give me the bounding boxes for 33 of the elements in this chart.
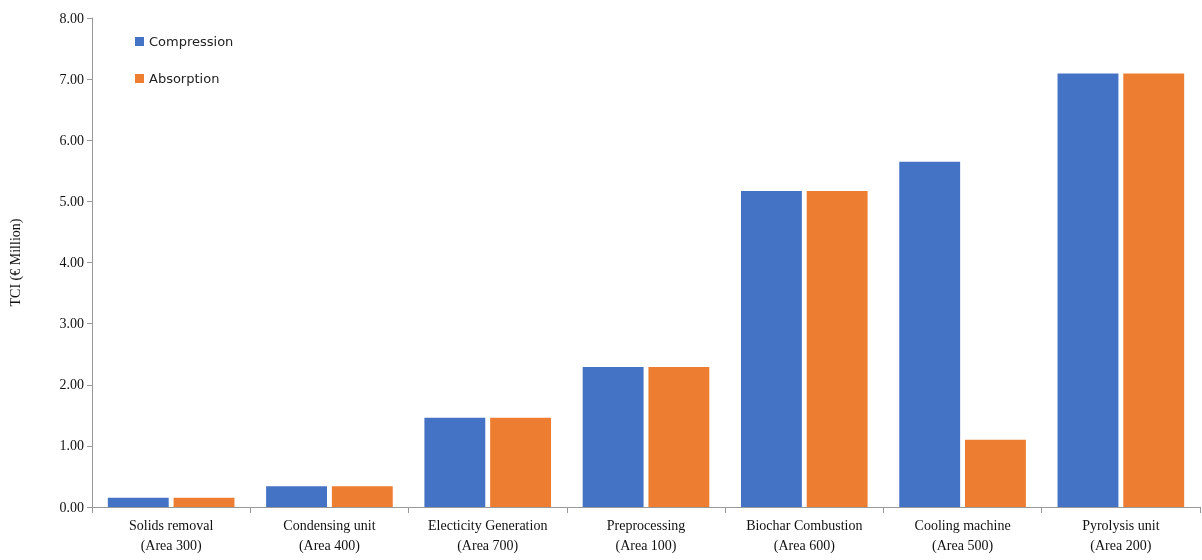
bar bbox=[648, 367, 710, 507]
y-tick-label: 0.00 bbox=[59, 499, 84, 515]
x-tick-label: Preprocessing (Area 100) bbox=[606, 517, 686, 554]
legend-label: Absorption bbox=[149, 71, 220, 86]
x-tick-label: Pyrolysis unit (Area 200) bbox=[1082, 517, 1160, 554]
x-tick-label: Condensing unit (Area 400) bbox=[283, 517, 376, 554]
y-tick-label: 4.00 bbox=[59, 255, 84, 270]
bar bbox=[266, 486, 327, 507]
bar bbox=[107, 497, 169, 507]
x-tick-label: Cooling machine (Area 500) bbox=[914, 517, 1011, 554]
y-axis-title: TCI (€ Million) bbox=[7, 218, 24, 307]
bar bbox=[173, 497, 235, 507]
bar bbox=[740, 190, 802, 507]
x-tick-label: Biochar Combustion (Area 600) bbox=[746, 517, 863, 554]
bar bbox=[424, 417, 486, 507]
bar bbox=[331, 486, 393, 507]
y-tick-label: 2.00 bbox=[59, 377, 84, 393]
legend-label: Compression bbox=[149, 34, 234, 49]
bar bbox=[1057, 73, 1119, 507]
y-tick-label: 3.00 bbox=[59, 316, 84, 332]
bar bbox=[490, 417, 552, 507]
bar bbox=[582, 367, 644, 507]
x-tick-label: Electicity Generation (Area 700) bbox=[428, 517, 548, 554]
y-tick-label: 5.00 bbox=[59, 193, 84, 209]
bar bbox=[965, 439, 1026, 507]
y-tick-label: 8.00 bbox=[59, 10, 84, 26]
y-tick-label: 1.00 bbox=[59, 438, 84, 454]
y-tick-label: 7.00 bbox=[59, 71, 84, 87]
x-tick-label: Solids removal (Area 300) bbox=[128, 517, 214, 554]
bar bbox=[806, 190, 868, 507]
bar bbox=[899, 161, 961, 507]
y-tick-label: 6.00 bbox=[59, 132, 84, 148]
bar bbox=[1123, 73, 1185, 507]
